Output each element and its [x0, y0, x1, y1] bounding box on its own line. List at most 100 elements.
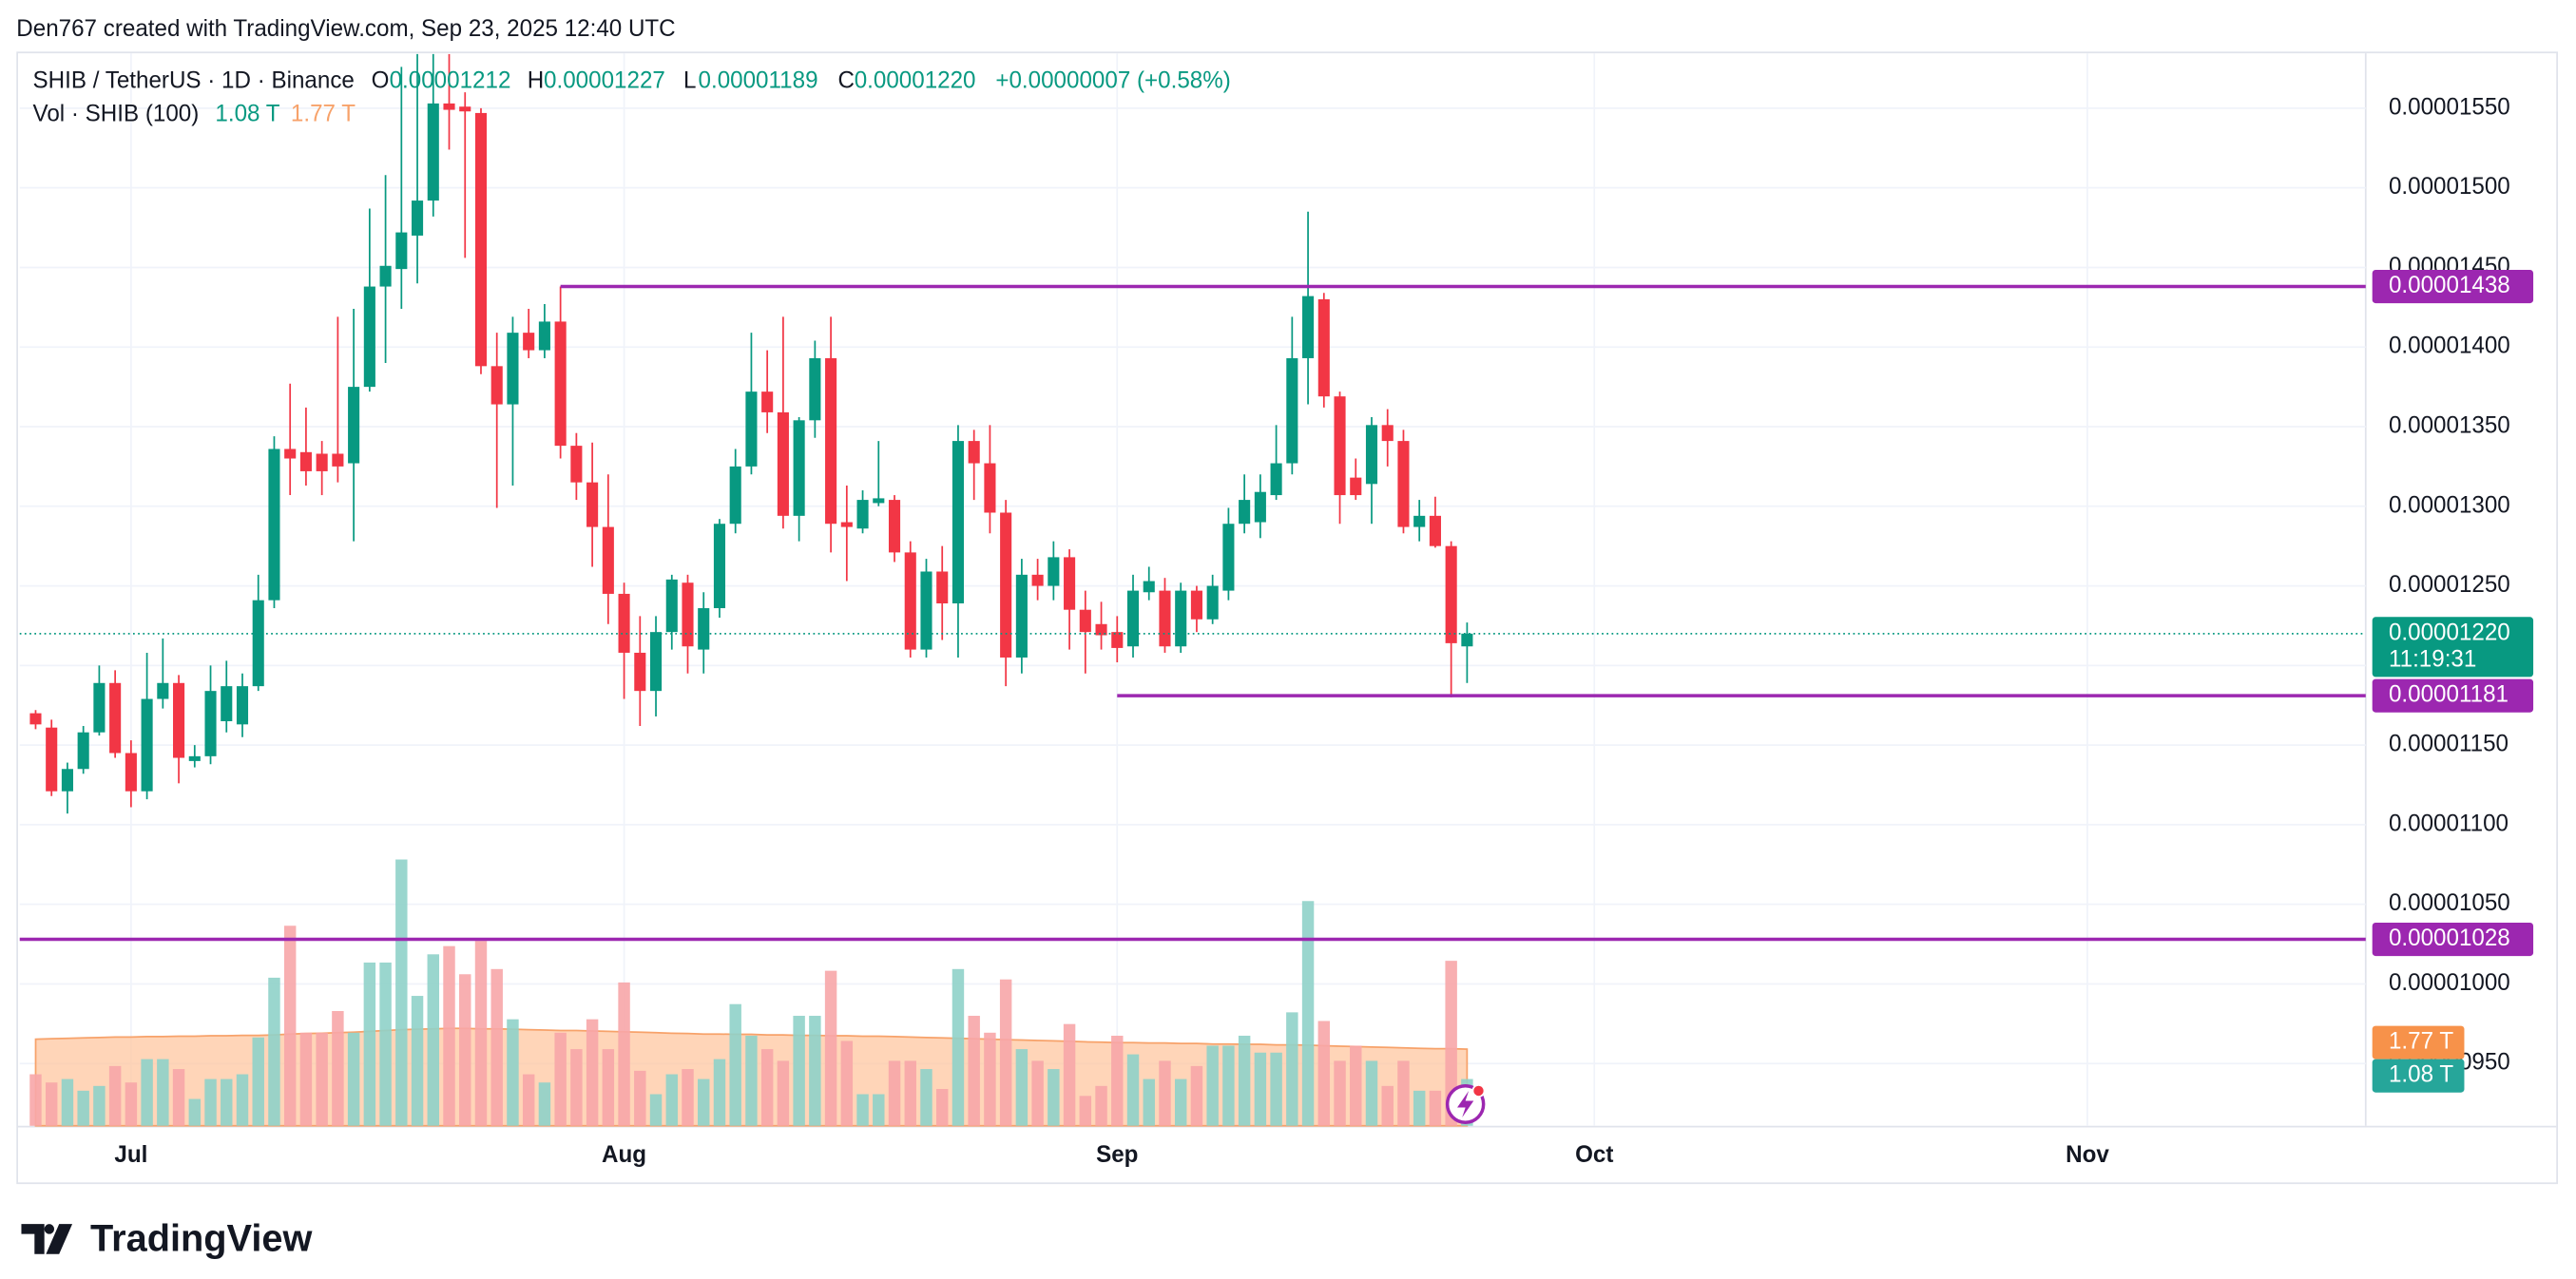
- candle-body: [825, 357, 837, 525]
- legend-symbol: SHIB / TetherUS · 1D · Binance: [33, 67, 355, 93]
- candle-body: [268, 449, 280, 601]
- volume-bar: [745, 1035, 758, 1126]
- candle-body: [284, 449, 297, 459]
- y-tick-label: 0.00001350: [2389, 412, 2510, 438]
- volume-bar: [316, 1032, 328, 1126]
- volume-bar: [1317, 1021, 1331, 1126]
- volume-bar: [363, 962, 376, 1126]
- volume-bar: [682, 1069, 694, 1126]
- volume-bar: [1270, 1052, 1282, 1126]
- candle-body: [936, 571, 949, 603]
- volume-bar: [474, 941, 488, 1126]
- candle-body: [1126, 590, 1140, 647]
- candle-body: [316, 453, 328, 471]
- candle-body: [348, 387, 360, 464]
- candle-body: [634, 652, 646, 692]
- volume-bar: [29, 1074, 42, 1126]
- level-label: 0.00001028: [2389, 926, 2510, 951]
- grid: [19, 53, 2366, 1126]
- volume-bar: [602, 1049, 615, 1126]
- volume-bar: [920, 1069, 932, 1126]
- volume-bar: [649, 1094, 663, 1126]
- candle-body: [809, 357, 821, 421]
- candle-body: [221, 686, 233, 721]
- candle-body: [299, 451, 312, 471]
- volume-bar: [1222, 1045, 1235, 1126]
- x-tick-label: Jul: [114, 1142, 147, 1168]
- volume-box: [2372, 1059, 2465, 1093]
- candle-body: [888, 500, 901, 553]
- candle-body: [77, 732, 89, 770]
- volume-bar: [332, 1011, 344, 1126]
- volume-bar: [952, 968, 965, 1126]
- candle-body: [1270, 463, 1282, 496]
- y-tick-label: 0.00001300: [2389, 492, 2510, 518]
- volume-bar: [1397, 1060, 1410, 1126]
- levels: [19, 284, 2366, 942]
- volume-bar: [443, 945, 455, 1126]
- candle-body: [1095, 623, 1107, 636]
- chart-frame: [16, 51, 2558, 1185]
- candle-body: [1143, 581, 1155, 593]
- candle-body: [649, 632, 663, 692]
- candle-body: [1239, 500, 1251, 525]
- logo-mark: [21, 1224, 73, 1254]
- volume-bar: [459, 974, 471, 1126]
- x-tick-label: Nov: [2066, 1142, 2109, 1168]
- volume-bar: [283, 926, 297, 1126]
- volume-bar: [554, 1032, 567, 1126]
- candle-body: [490, 366, 503, 405]
- candle-body: [1079, 609, 1091, 633]
- y-tick-label: 0.00001550: [2389, 94, 2510, 120]
- volume-bar: [157, 1059, 169, 1126]
- volume-bar: [347, 1032, 360, 1126]
- volume-bar: [618, 982, 630, 1126]
- candle-body: [1286, 357, 1298, 464]
- volume-bar: [1301, 901, 1315, 1126]
- legend-change: +0.00000007 (+0.58%): [995, 67, 1230, 93]
- candle-body: [698, 608, 710, 650]
- candle-body: [1397, 441, 1410, 527]
- candle-body: [1445, 545, 1457, 643]
- legend-close: 0.00001220: [855, 67, 976, 93]
- volume-bar: [1095, 1085, 1107, 1126]
- volume-bar: [935, 1089, 949, 1126]
- legend-high: 0.00001227: [544, 67, 665, 93]
- volume-bar: [522, 1074, 535, 1126]
- volume-bar: [395, 859, 408, 1126]
- candle-body: [777, 411, 789, 516]
- volume-bar: [873, 1094, 885, 1126]
- volume-bar: [1111, 1035, 1124, 1126]
- candle-body: [395, 232, 408, 270]
- last-price-box: [2372, 617, 2534, 678]
- volume-bar: [698, 1079, 710, 1126]
- candle-body: [1000, 512, 1012, 658]
- level-label: 0.00001438: [2389, 273, 2510, 298]
- candle-body: [618, 593, 630, 653]
- candle-body: [157, 682, 169, 699]
- volume-bar: [999, 979, 1012, 1126]
- y-tick-label: 0.00001250: [2389, 572, 2510, 598]
- volume-bar: [1126, 1054, 1140, 1126]
- volume-bar: [1063, 1023, 1076, 1126]
- volume-bar: [809, 1016, 821, 1126]
- volume-bar: [856, 1094, 869, 1126]
- candle-body: [523, 333, 535, 351]
- y-tick-label: 0.00001500: [2389, 174, 2510, 200]
- legend-o: O: [372, 67, 390, 93]
- volume-bar: [379, 962, 392, 1126]
- candle-body: [109, 682, 122, 754]
- candle-body: [873, 498, 885, 504]
- volume-bar: [427, 954, 440, 1126]
- candle-body: [379, 265, 392, 287]
- volume-bar: [1048, 1069, 1060, 1126]
- volume-bar: [61, 1079, 74, 1126]
- volume-bar: [204, 1079, 217, 1126]
- candle-body: [1365, 425, 1378, 485]
- volume-bar: [1031, 1060, 1044, 1126]
- volume-bar: [1350, 1045, 1362, 1126]
- candle-body: [729, 466, 741, 525]
- volume-bar: [1206, 1045, 1219, 1126]
- volume-bar: [760, 1049, 774, 1126]
